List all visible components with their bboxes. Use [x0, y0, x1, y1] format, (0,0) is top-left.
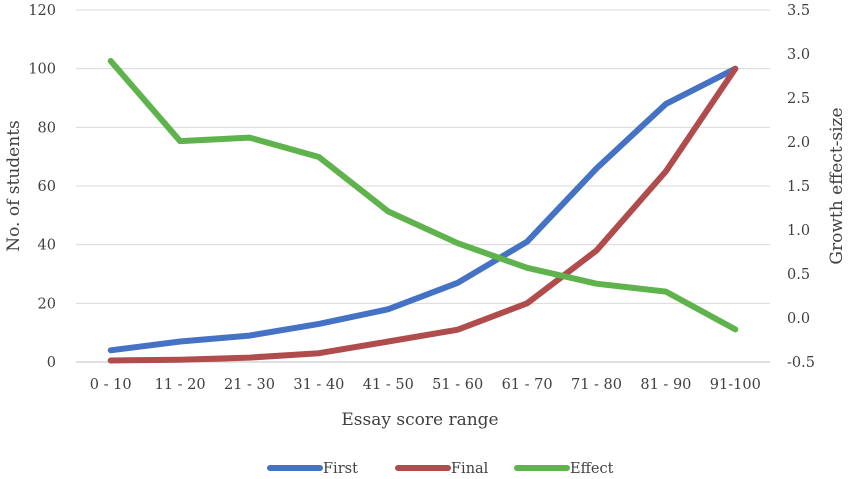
grid-lines — [76, 9, 770, 304]
y-tick-label: 60 — [38, 179, 56, 195]
y-tick-label: 100 — [28, 62, 56, 78]
tick-labels: 0 20 40 60 80 100 120 -0.5 0.0 0.5 1.0 1.5 2.0 2.5 3.0… — [28, 3, 815, 393]
x-tick-label: 61 - 70 — [502, 377, 553, 393]
y2-tick-label: 1.5 — [787, 179, 810, 195]
series-line-final — [107, 65, 739, 364]
series-lines — [107, 58, 739, 364]
x-tick-label: 31 - 40 — [293, 377, 344, 393]
x-tick-label: 51 - 60 — [432, 377, 483, 393]
x-tick-label: 81 - 90 — [640, 377, 691, 393]
series-line-first — [107, 65, 739, 354]
legend-label: Final — [451, 461, 489, 477]
y-tick-label: 120 — [28, 3, 56, 19]
y2-tick-label: 2.0 — [787, 135, 810, 151]
y2-tick-label: 3.0 — [787, 47, 810, 63]
y-tick-label: 80 — [38, 120, 56, 136]
x-tick-label: 91-100 — [710, 377, 761, 393]
x-tick-label: 0 - 10 — [90, 377, 132, 393]
x-tick-label: 21 - 30 — [224, 377, 275, 393]
y-tick-label: 40 — [38, 238, 56, 254]
y-tick-label: 20 — [38, 296, 56, 312]
y2-tick-label: 3.5 — [787, 3, 810, 19]
x-tick-label: 41 - 50 — [363, 377, 414, 393]
legend-label: First — [323, 461, 358, 477]
series-line-effect — [107, 58, 739, 333]
legend-label: Effect — [570, 461, 614, 477]
y-axis-title: No. of students — [4, 120, 24, 252]
x-tick-label: 71 - 80 — [571, 377, 622, 393]
y2-tick-label: -0.5 — [787, 355, 815, 371]
x-tick-label: 11 - 20 — [155, 377, 206, 393]
y2-tick-label: 1.0 — [787, 223, 810, 239]
y2-axis-title: Growth effect-size — [827, 107, 847, 264]
legend: First Final Effect — [267, 461, 614, 477]
y-tick-label: 0 — [47, 355, 56, 371]
y2-tick-label: 0.0 — [787, 311, 810, 327]
y2-tick-label: 0.5 — [787, 267, 810, 283]
y2-tick-label: 2.5 — [787, 91, 810, 107]
x-axis-title: Essay score range — [341, 410, 498, 430]
